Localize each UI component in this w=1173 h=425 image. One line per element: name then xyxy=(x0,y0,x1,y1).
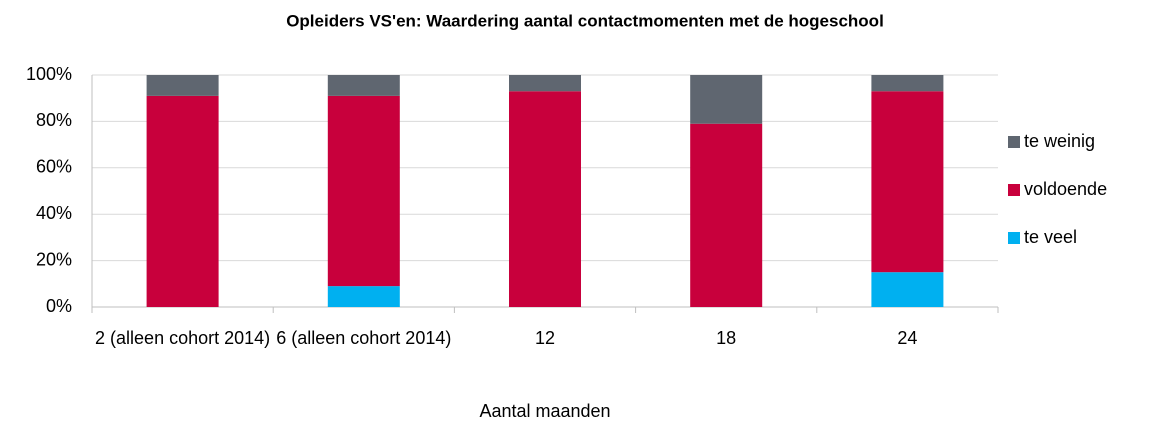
legend-label: voldoende xyxy=(1024,179,1107,199)
legend-swatch xyxy=(1008,232,1020,244)
bar-segment xyxy=(871,91,944,273)
bar-segment xyxy=(146,75,219,96)
bar-segment xyxy=(690,75,763,124)
x-tick-label: 12 xyxy=(534,328,556,348)
y-tick-label: 40% xyxy=(36,203,72,223)
y-tick-label: 100% xyxy=(26,64,72,84)
bar-segment xyxy=(327,75,400,96)
bar-segment xyxy=(871,75,944,92)
bar-segment xyxy=(690,123,763,307)
legend-swatch xyxy=(1008,136,1020,148)
y-tick-label: 80% xyxy=(36,110,72,130)
legend-swatch xyxy=(1008,184,1020,196)
bar-segment xyxy=(871,272,944,307)
legend-label: te weinig xyxy=(1024,131,1095,151)
bar-segment xyxy=(146,95,219,307)
y-tick-label: 0% xyxy=(46,296,72,316)
x-tick-label: 18 xyxy=(716,328,737,348)
bar-segment xyxy=(509,75,581,92)
y-tick-label: 60% xyxy=(36,157,72,177)
x-axis-label: Aantal maanden xyxy=(479,401,610,421)
bar-segment xyxy=(509,91,581,308)
x-tick-label: 6 (alleen cohort 2014) xyxy=(276,328,452,348)
chart-title: Opleiders VS'en: Waardering aantal conta… xyxy=(286,11,884,30)
bar-segment xyxy=(327,286,400,307)
legend-label: te veel xyxy=(1024,227,1077,247)
y-tick-label: 20% xyxy=(36,249,72,269)
bar-segment xyxy=(327,95,400,287)
x-tick-label: 2 (alleen cohort 2014) xyxy=(95,328,271,348)
x-tick-label: 24 xyxy=(897,328,918,348)
